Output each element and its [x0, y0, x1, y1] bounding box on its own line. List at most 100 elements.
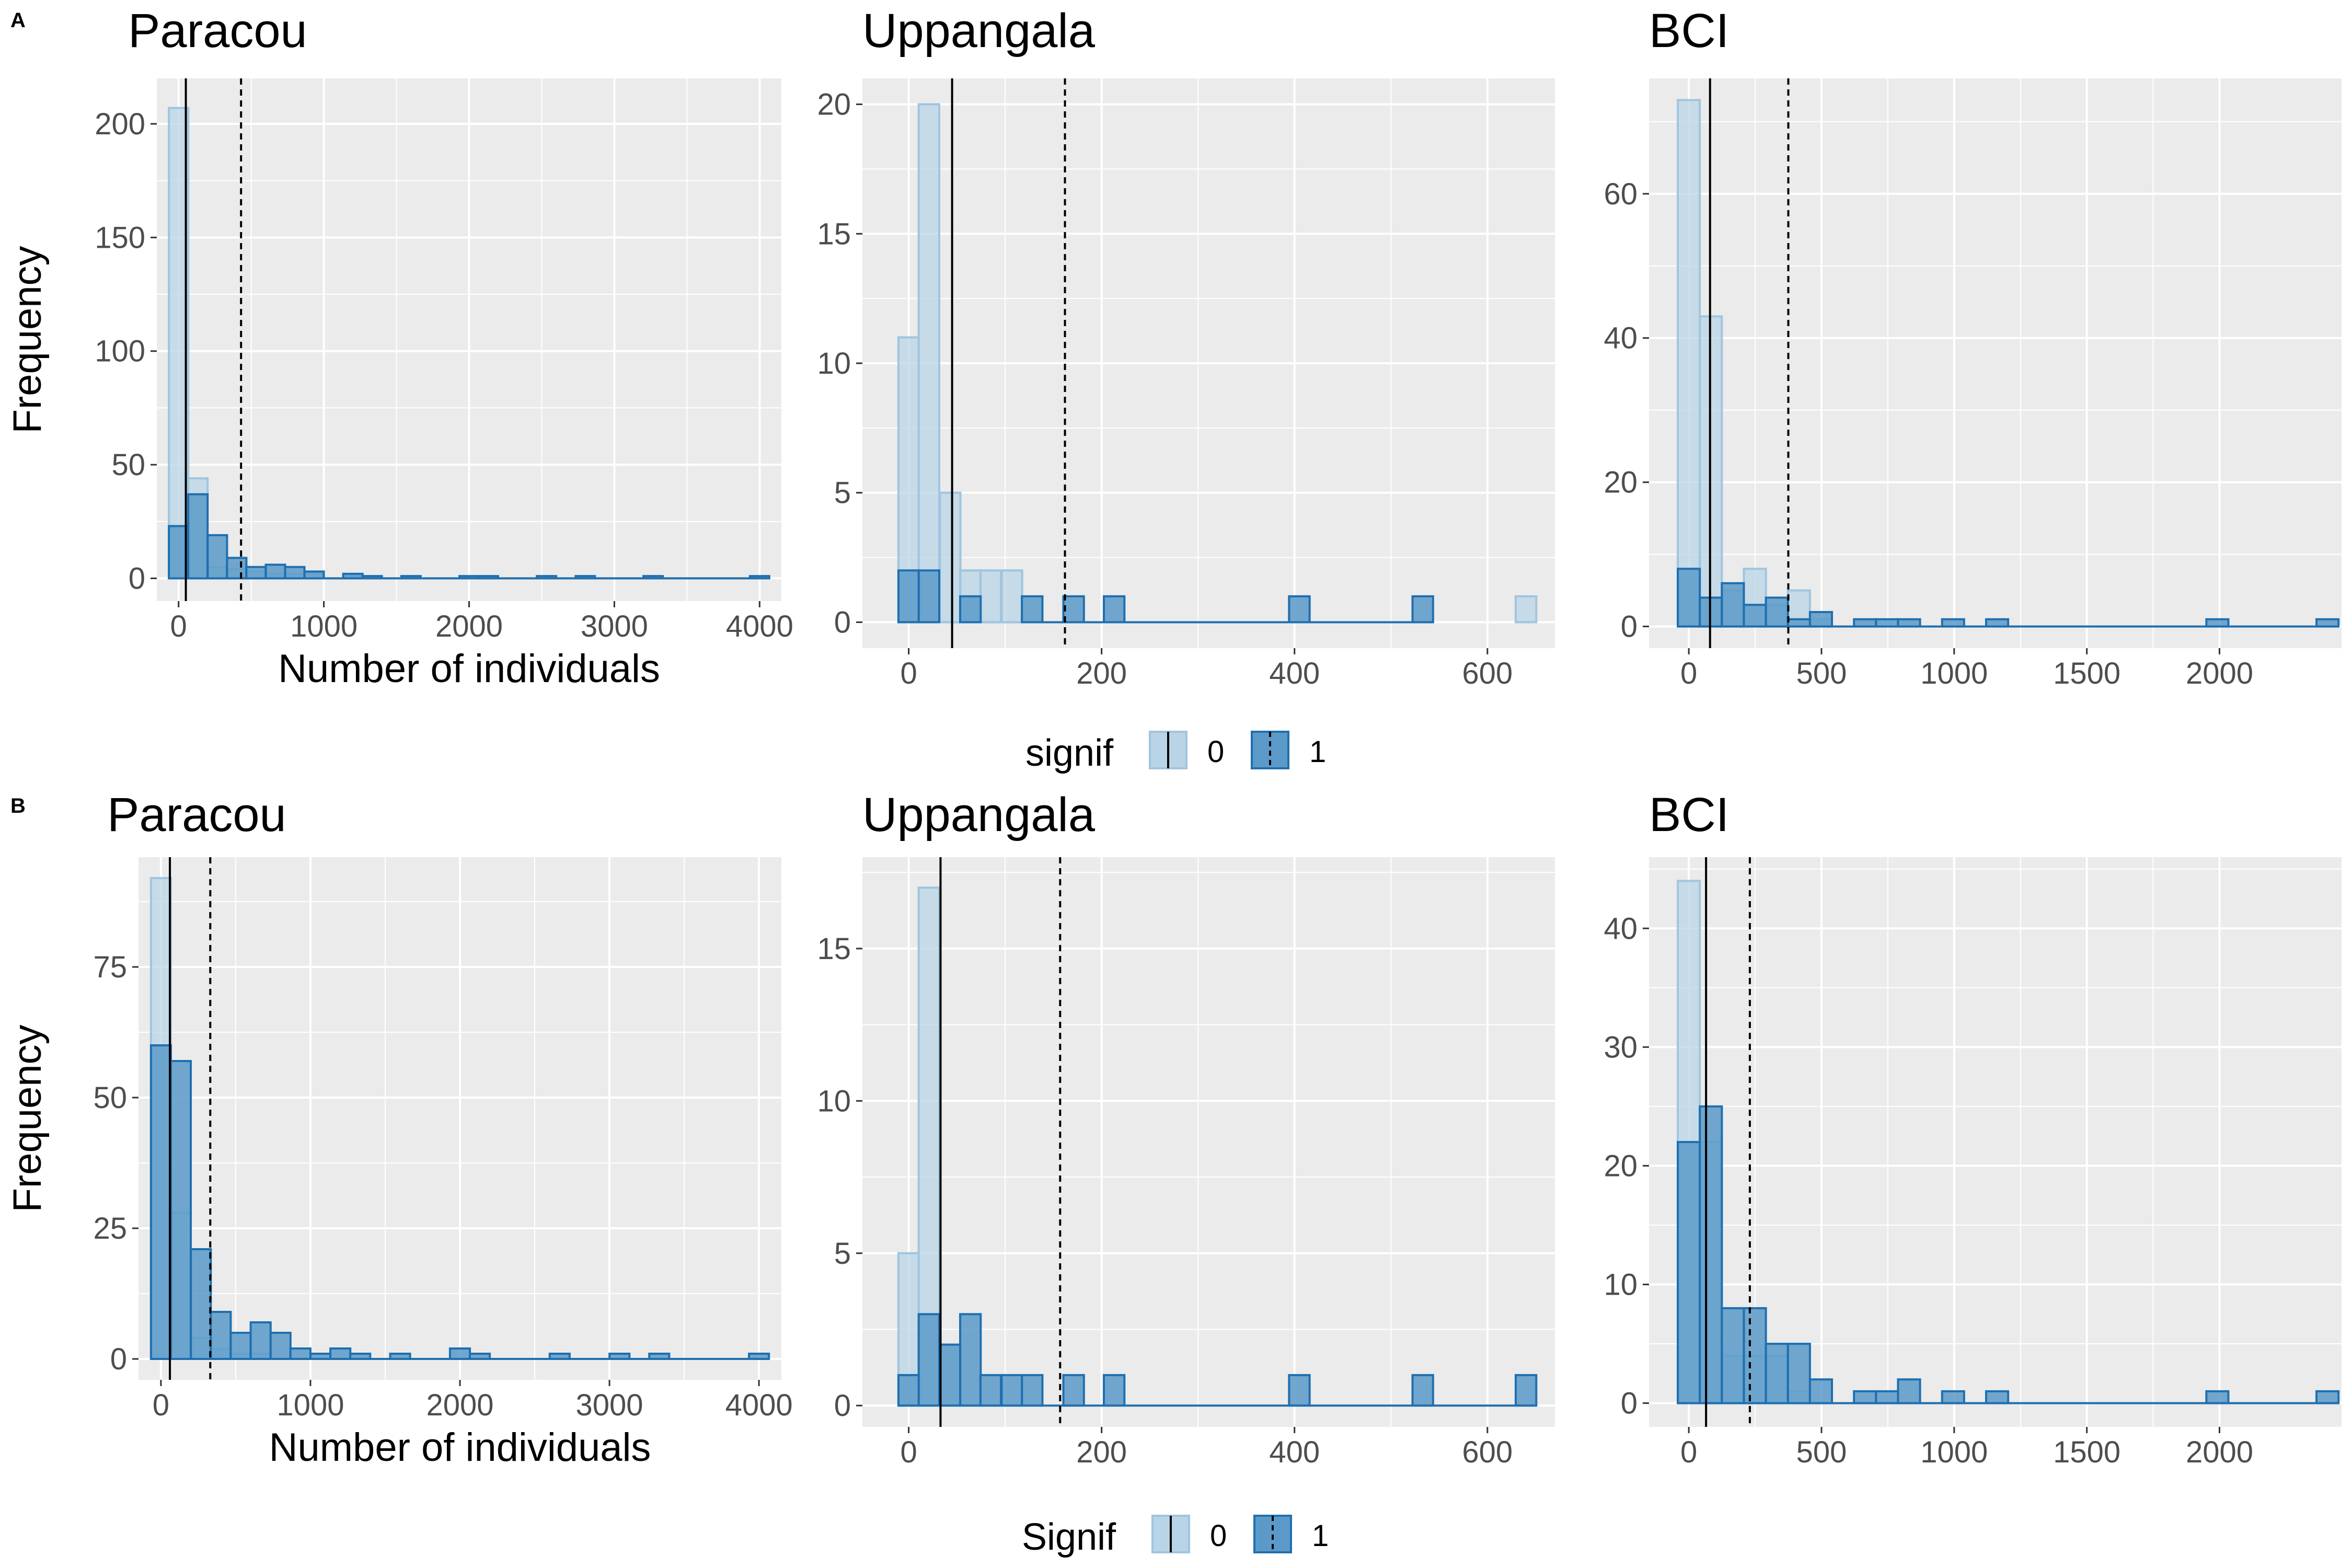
x-tick-label: 2000: [2186, 1435, 2253, 1469]
x-tick-label: 4000: [726, 609, 793, 643]
y-tick-label: 0: [110, 1342, 127, 1376]
histogram-bar-signif-1: [1765, 596, 1789, 628]
y-tick-label: 10: [817, 1084, 851, 1118]
histogram-bar-signif-1: [748, 1353, 770, 1360]
x-tick-label: 1000: [276, 1388, 344, 1422]
histogram-bar-signif-1: [1897, 1378, 1921, 1404]
y-tick-label: 40: [1604, 912, 1638, 946]
x-tick-label: 2000: [426, 1388, 493, 1422]
legend-b-label-0: 0: [1210, 1519, 1227, 1553]
histogram-bar-signif-1: [342, 572, 364, 580]
histogram-bar-signif-1: [1677, 568, 1701, 628]
panel-title: Uppangala: [862, 788, 1096, 841]
histogram-bar-signif-1: [897, 1374, 920, 1407]
histogram-bar-signif-1: [468, 1353, 491, 1360]
histogram-bar-signif-1: [959, 1313, 982, 1407]
chart-panel-a-bci: BCI 0 500 1000 1500 2000 0 20 40 60: [1604, 4, 2342, 690]
histogram-bar-signif-1: [477, 575, 499, 580]
histogram-bar-signif-1: [226, 557, 248, 580]
histogram-bar-signif-0: [1514, 595, 1538, 624]
y-tick-label: 25: [93, 1212, 127, 1246]
x-tick-label: 1000: [1920, 1435, 1988, 1469]
panel-title: BCI: [1649, 4, 1729, 57]
x-tick-label: 1000: [290, 609, 358, 643]
histogram-bar-signif-1: [979, 1374, 1002, 1407]
row-label-a: A: [10, 9, 26, 32]
y-tick-label: 20: [1604, 466, 1638, 500]
y-tick-label: 10: [1604, 1268, 1638, 1302]
x-tick-label: 3000: [581, 609, 648, 643]
panel-title: Paracou: [107, 788, 286, 841]
histogram-bar-signif-1: [229, 1332, 252, 1360]
histogram-bar-signif-1: [1786, 1343, 1811, 1404]
legend-b-label-1: 1: [1312, 1519, 1329, 1553]
histogram-bar-signif-1: [210, 1311, 232, 1360]
histogram-bar-signif-1: [897, 569, 920, 624]
y-axis-title: Frequency: [5, 246, 50, 433]
histogram-bar-signif-1: [303, 570, 325, 580]
histogram-bar-signif-0: [1000, 569, 1023, 624]
histogram-bar-signif-1: [642, 575, 664, 580]
y-tick-label: 40: [1604, 321, 1638, 355]
histogram-bar-signif-1: [309, 1353, 332, 1360]
histogram-bar-signif-1: [1411, 595, 1434, 624]
x-tick-label: 600: [1462, 656, 1513, 690]
panel-title: Uppangala: [862, 4, 1096, 57]
histogram-bar-signif-1: [574, 575, 596, 580]
histogram-bar-signif-1: [2205, 618, 2230, 628]
x-tick-label: 0: [170, 609, 187, 643]
chart-panel-b-paracou: Paracou 0 1000 2000 3000 4000 0 25 50 75 Number of…: [5, 788, 793, 1470]
y-tick-label: 20: [817, 88, 851, 122]
y-tick-label: 5: [834, 476, 851, 510]
histogram-bar-signif-1: [1941, 1390, 1965, 1404]
y-tick-label: 0: [1621, 610, 1638, 644]
legend-b-title: Signif: [1022, 1516, 1116, 1558]
histogram-bar-signif-0: [939, 491, 962, 624]
y-tick-label: 15: [817, 217, 851, 251]
histogram-bar-signif-1: [648, 1353, 671, 1360]
x-tick-label: 0: [153, 1388, 169, 1422]
histogram-bar-signif-1: [1743, 604, 1767, 628]
histogram-bar-signif-1: [1288, 595, 1311, 624]
histogram-bar-signif-1: [400, 575, 422, 580]
x-tick-label: 500: [1796, 1435, 1847, 1469]
histogram-bar-signif-1: [1743, 1307, 1767, 1404]
histogram-bar-signif-1: [2315, 618, 2340, 628]
x-tick-label: 0: [900, 656, 917, 690]
histogram-bar-signif-1: [389, 1353, 411, 1360]
row-label-b: B: [10, 794, 26, 817]
histogram-bar-signif-1: [1853, 618, 1877, 628]
chart-panel-b-bci: BCI 0 500 1000 1500 2000 0 10 20 30 40: [1604, 788, 2342, 1469]
histogram-bar-signif-1: [1875, 1390, 1899, 1404]
x-tick-label: 2000: [435, 609, 503, 643]
y-tick-label: 150: [95, 221, 145, 255]
x-tick-label: 1500: [2053, 656, 2120, 690]
y-tick-label: 0: [1621, 1387, 1638, 1421]
histogram-bar-signif-1: [2205, 1390, 2230, 1404]
plot-background: [1649, 78, 2342, 648]
x-tick-label: 200: [1076, 1435, 1127, 1469]
y-tick-label: 100: [95, 335, 145, 368]
histogram-bar-signif-1: [1875, 618, 1899, 628]
histogram-bar-signif-1: [536, 575, 558, 580]
y-tick-label: 50: [93, 1081, 127, 1115]
histogram-bar-signif-1: [917, 1313, 940, 1407]
y-tick-label: 200: [95, 107, 145, 141]
histogram-bar-signif-1: [269, 1332, 292, 1360]
histogram-bar-signif-1: [608, 1353, 631, 1360]
histogram-bar-signif-1: [1985, 618, 2010, 628]
histogram-bar-signif-1: [1721, 582, 1745, 628]
histogram-bar-signif-1: [1102, 1374, 1126, 1407]
histogram-bar-signif-0: [979, 569, 1002, 624]
histogram-bar-signif-1: [1102, 595, 1126, 624]
histogram-bar-signif-1: [329, 1347, 352, 1360]
histogram-bar-signif-1: [1721, 1307, 1745, 1404]
x-tick-label: 3000: [576, 1388, 643, 1422]
histogram-bar-signif-1: [187, 493, 209, 580]
histogram-bar-signif-1: [548, 1353, 571, 1360]
histogram-bar-signif-1: [1021, 595, 1044, 624]
histogram-bar-signif-1: [1699, 1105, 1723, 1404]
y-tick-label: 15: [817, 932, 851, 966]
histogram-bar-signif-1: [458, 575, 480, 580]
